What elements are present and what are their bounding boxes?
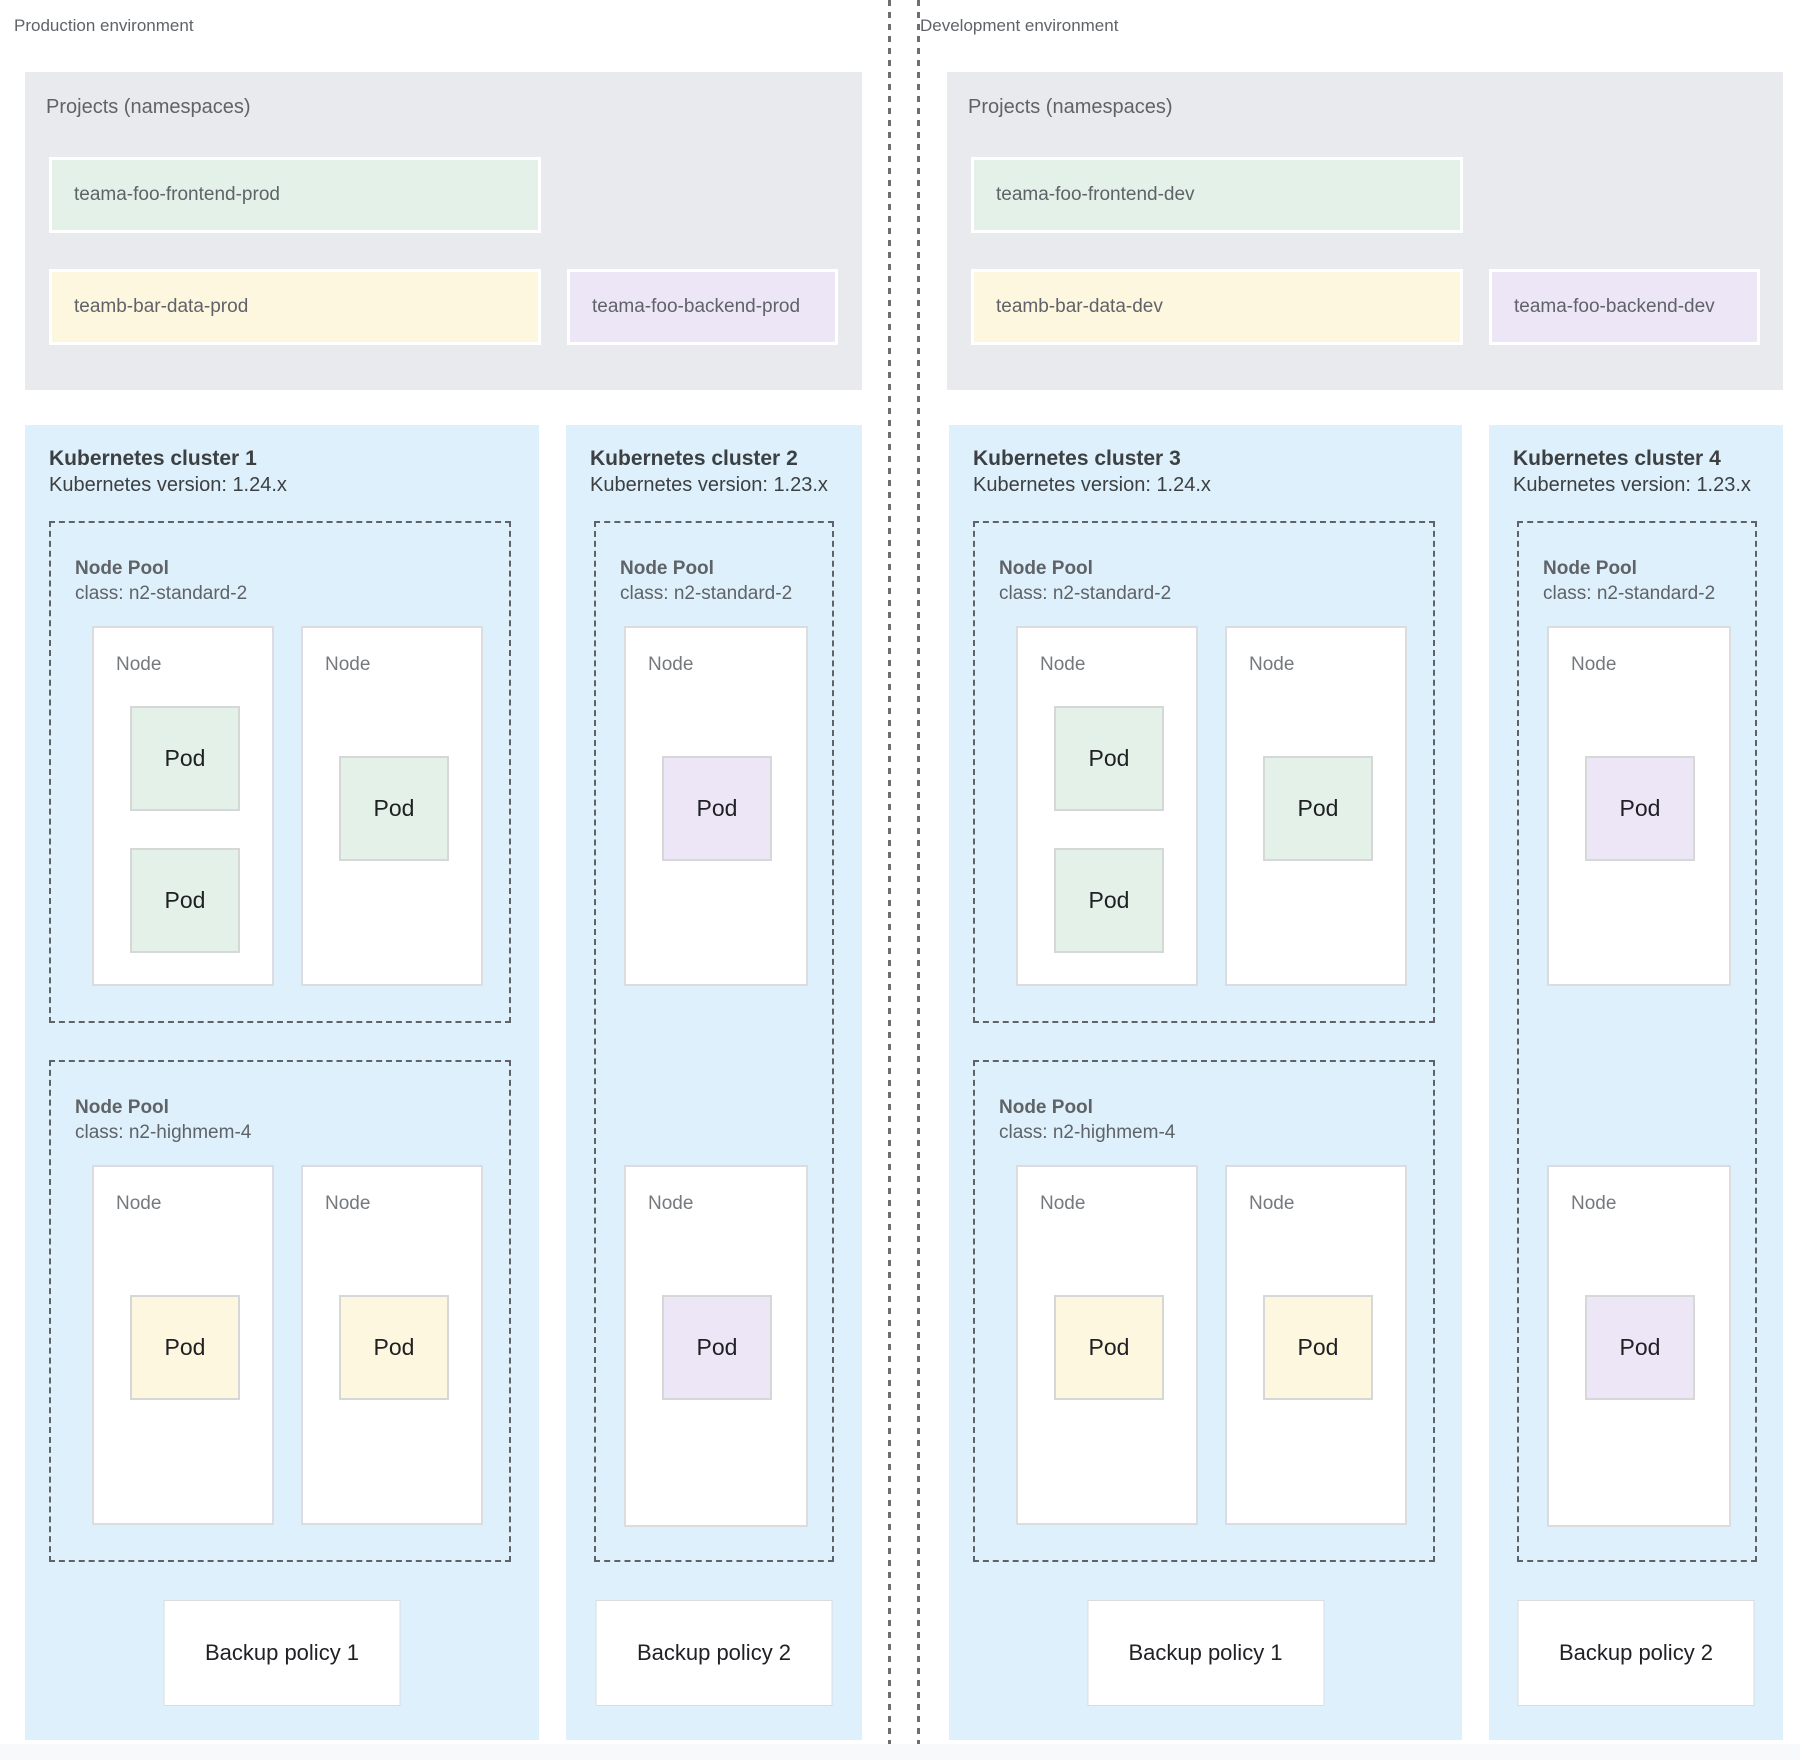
node-pool-class: class: n2-standard-2 bbox=[620, 583, 793, 604]
pod: Pod bbox=[1054, 1295, 1164, 1400]
namespace-teamb-bar-data-dev: teamb-bar-data-dev bbox=[971, 269, 1463, 345]
backup-policy-1: Backup policy 1 bbox=[163, 1600, 401, 1706]
pod: Pod bbox=[1263, 1295, 1373, 1400]
node-label: Node bbox=[1040, 1193, 1086, 1214]
projects-panel-production: Projects (namespaces) teama-foo-frontend… bbox=[25, 72, 862, 390]
node: Node Pod bbox=[301, 1165, 483, 1525]
pod: Pod bbox=[1054, 706, 1164, 811]
node-pool-label: Node Pool bbox=[620, 558, 714, 579]
node-label: Node bbox=[325, 654, 371, 675]
node-pool-label: Node Pool bbox=[75, 558, 169, 579]
node-label: Node bbox=[648, 654, 694, 675]
node-label: Node bbox=[325, 1193, 371, 1214]
cluster-version: Kubernetes version: 1.23.x bbox=[1513, 474, 1751, 496]
namespace-teama-foo-frontend-prod: teama-foo-frontend-prod bbox=[49, 157, 541, 233]
cluster-title: Kubernetes cluster 4 bbox=[1513, 447, 1721, 470]
cluster-title: Kubernetes cluster 1 bbox=[49, 447, 257, 470]
node-pool-label: Node Pool bbox=[1543, 558, 1637, 579]
projects-panel-title: Projects (namespaces) bbox=[968, 96, 1173, 118]
node-pool-highmem: Node Pool class: n2-highmem-4 Node Pod N… bbox=[973, 1060, 1435, 1562]
node-pool-class: class: n2-highmem-4 bbox=[75, 1122, 252, 1143]
node-label: Node bbox=[1040, 654, 1086, 675]
node-pool-standard: Node Pool class: n2-standard-2 Node Pod … bbox=[49, 521, 511, 1023]
development-environment-label: Development environment bbox=[920, 16, 1119, 35]
pod: Pod bbox=[1263, 756, 1373, 861]
namespace-teama-foo-frontend-dev: teama-foo-frontend-dev bbox=[971, 157, 1463, 233]
node: Node Pod bbox=[1225, 1165, 1407, 1525]
node-label: Node bbox=[116, 1193, 162, 1214]
projects-panel-development: Projects (namespaces) teama-foo-frontend… bbox=[947, 72, 1783, 390]
backup-policy-1: Backup policy 1 bbox=[1087, 1600, 1324, 1706]
kubernetes-cluster-4: Kubernetes cluster 4 Kubernetes version:… bbox=[1489, 425, 1783, 1740]
node-pool-highmem: Node Pool class: n2-highmem-4 Node Pod N… bbox=[49, 1060, 511, 1562]
node: Node Pod bbox=[1225, 626, 1407, 986]
node: Node Pod bbox=[1016, 1165, 1198, 1525]
cluster-version: Kubernetes version: 1.24.x bbox=[49, 474, 287, 496]
pod: Pod bbox=[1585, 1295, 1695, 1400]
environment-divider-line bbox=[888, 0, 891, 1760]
kubernetes-cluster-1: Kubernetes cluster 1 Kubernetes version:… bbox=[25, 425, 539, 1740]
node-label: Node bbox=[1249, 654, 1295, 675]
node: Node Pod bbox=[1547, 626, 1731, 986]
kubernetes-cluster-2: Kubernetes cluster 2 Kubernetes version:… bbox=[566, 425, 862, 1740]
pod: Pod bbox=[339, 1295, 449, 1400]
node-pool-label: Node Pool bbox=[75, 1097, 169, 1118]
node-pool-standard: Node Pool class: n2-standard-2 Node Pod … bbox=[594, 521, 834, 1562]
node-pool-standard: Node Pool class: n2-standard-2 Node Pod … bbox=[1517, 521, 1757, 1562]
pod: Pod bbox=[662, 1295, 772, 1400]
node: Node Pod bbox=[92, 1165, 274, 1525]
node-pool-class: class: n2-standard-2 bbox=[75, 583, 248, 604]
node: Node Pod Pod bbox=[1016, 626, 1198, 986]
node-label: Node bbox=[1571, 654, 1617, 675]
backup-policy-2: Backup policy 2 bbox=[595, 1600, 833, 1706]
cluster-title: Kubernetes cluster 2 bbox=[590, 447, 798, 470]
cluster-version: Kubernetes version: 1.24.x bbox=[973, 474, 1211, 496]
node-label: Node bbox=[1249, 1193, 1295, 1214]
cluster-version: Kubernetes version: 1.23.x bbox=[590, 474, 828, 496]
node: Node Pod bbox=[1547, 1165, 1731, 1527]
backup-policy-2: Backup policy 2 bbox=[1517, 1600, 1755, 1706]
node-pool-label: Node Pool bbox=[999, 558, 1093, 579]
node: Node Pod Pod bbox=[92, 626, 274, 986]
node-pool-standard: Node Pool class: n2-standard-2 Node Pod … bbox=[973, 521, 1435, 1023]
node-pool-class: class: n2-standard-2 bbox=[999, 583, 1172, 604]
pod: Pod bbox=[1054, 848, 1164, 953]
node-pool-class: class: n2-highmem-4 bbox=[999, 1122, 1176, 1143]
node-label: Node bbox=[116, 654, 162, 675]
cluster-title: Kubernetes cluster 3 bbox=[973, 447, 1181, 470]
node: Node Pod bbox=[624, 626, 808, 986]
node: Node Pod bbox=[301, 626, 483, 986]
kubernetes-cluster-3: Kubernetes cluster 3 Kubernetes version:… bbox=[949, 425, 1462, 1740]
production-environment-label: Production environment bbox=[14, 16, 194, 35]
environment-divider-line bbox=[917, 0, 920, 1760]
node-label: Node bbox=[1571, 1193, 1617, 1214]
pod: Pod bbox=[130, 706, 240, 811]
node: Node Pod bbox=[624, 1165, 808, 1527]
pod: Pod bbox=[130, 1295, 240, 1400]
pod: Pod bbox=[130, 848, 240, 953]
namespace-teama-foo-backend-prod: teama-foo-backend-prod bbox=[567, 269, 838, 345]
node-pool-label: Node Pool bbox=[999, 1097, 1093, 1118]
node-pool-class: class: n2-standard-2 bbox=[1543, 583, 1716, 604]
namespace-teamb-bar-data-prod: teamb-bar-data-prod bbox=[49, 269, 541, 345]
node-label: Node bbox=[648, 1193, 694, 1214]
pod: Pod bbox=[1585, 756, 1695, 861]
namespace-teama-foo-backend-dev: teama-foo-backend-dev bbox=[1489, 269, 1760, 345]
projects-panel-title: Projects (namespaces) bbox=[46, 96, 251, 118]
pod: Pod bbox=[339, 756, 449, 861]
pod: Pod bbox=[662, 756, 772, 861]
page-bottom-margin bbox=[0, 1744, 1800, 1760]
